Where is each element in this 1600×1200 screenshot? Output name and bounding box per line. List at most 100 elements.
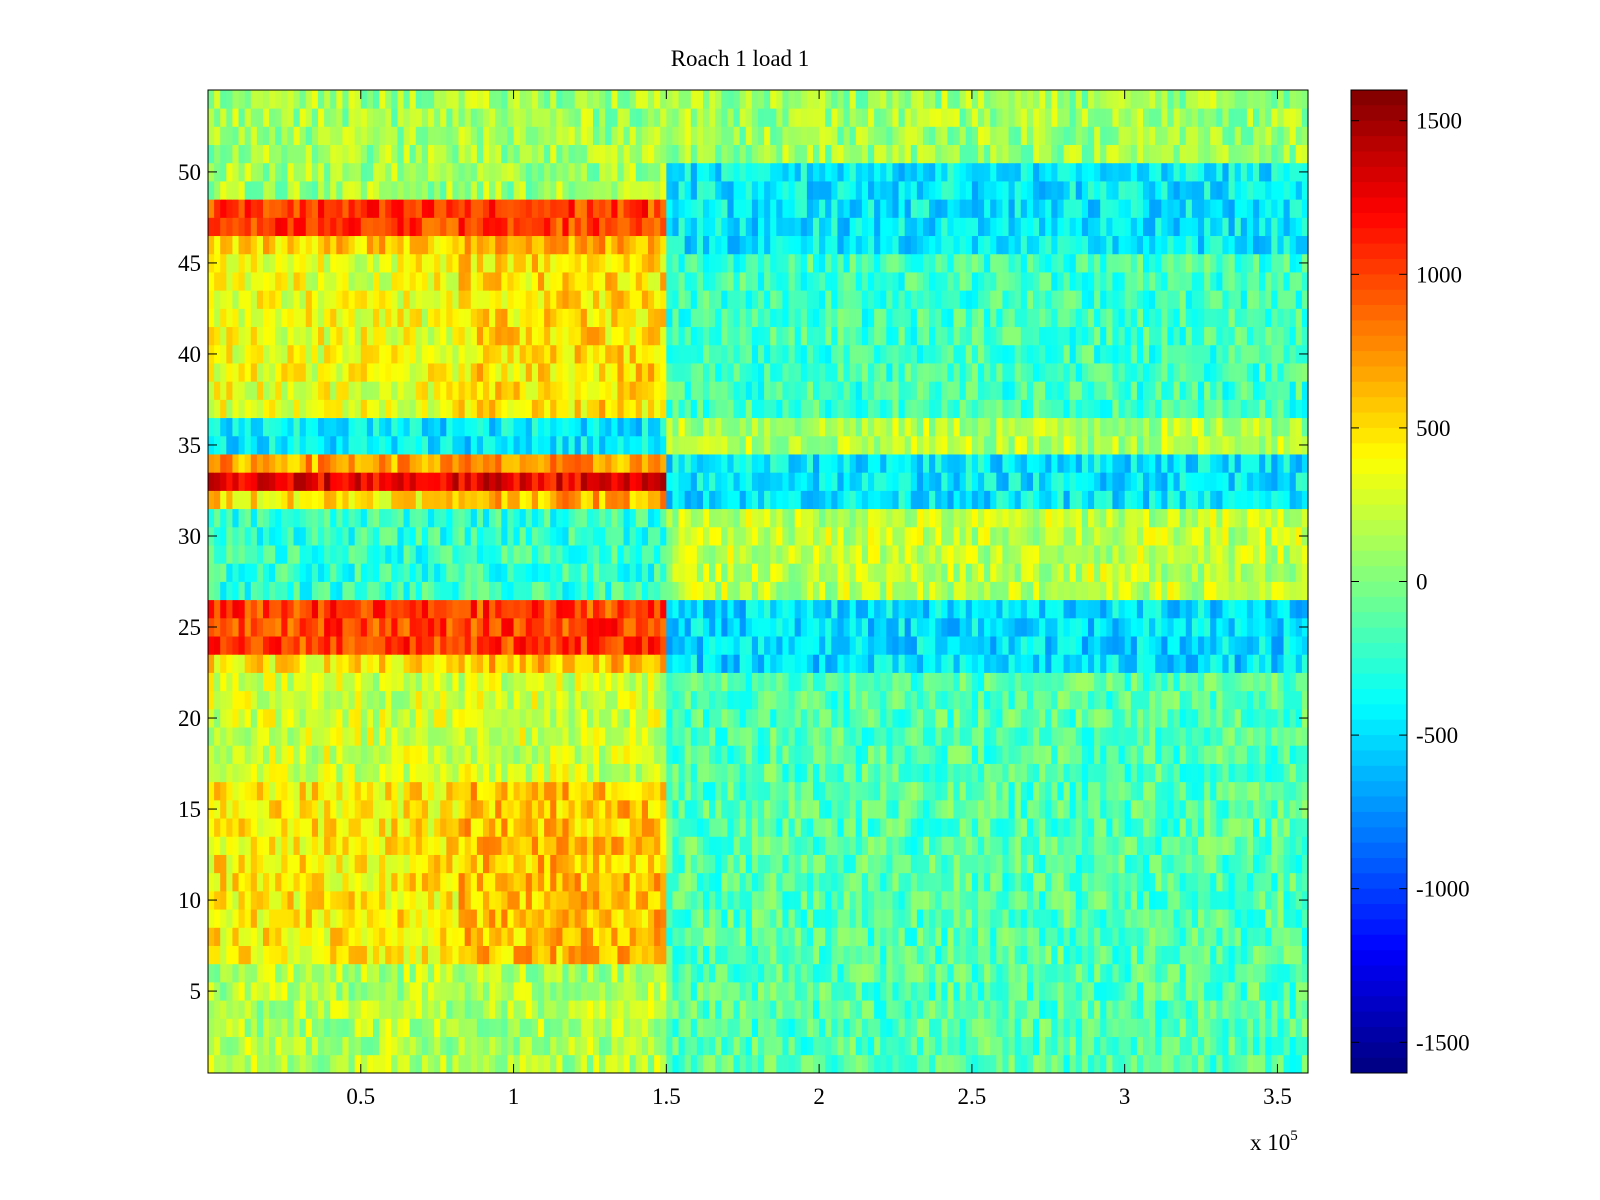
- heatmap-cell: [269, 599, 276, 619]
- heatmap-cell: [605, 1000, 612, 1019]
- heatmap-cell: [366, 927, 374, 946]
- heatmap-cell: [1283, 890, 1291, 910]
- heatmap-cell: [1234, 890, 1242, 910]
- heatmap-cell: [263, 708, 270, 728]
- heatmap-cell: [1198, 1036, 1205, 1056]
- heatmap-cell: [1240, 981, 1248, 1001]
- heatmap-cell: [623, 1018, 631, 1037]
- heatmap-cell: [232, 927, 240, 946]
- heatmap-cell: [721, 1000, 729, 1019]
- heatmap-cell: [843, 818, 851, 837]
- heatmap-cell: [1301, 599, 1309, 619]
- heatmap-cell: [446, 872, 454, 892]
- heatmap-cell: [1234, 1054, 1242, 1074]
- heatmap-cell: [703, 581, 710, 601]
- heatmap-cell: [874, 763, 881, 783]
- heatmap-cell: [483, 799, 490, 819]
- heatmap-cell: [709, 818, 716, 837]
- heatmap-cell: [1204, 854, 1211, 874]
- heatmap-cell: [1173, 1018, 1181, 1037]
- heatmap-cell: [782, 1054, 790, 1074]
- heatmap-cell: [1271, 636, 1279, 655]
- heatmap-cell: [819, 599, 826, 619]
- heatmap-cell: [452, 909, 460, 928]
- heatmap-cell: [446, 781, 454, 801]
- heatmap-cell: [959, 690, 967, 710]
- heatmap-cell: [837, 636, 845, 655]
- heatmap-cell: [794, 927, 802, 946]
- heatmap-cell: [531, 1054, 539, 1074]
- heatmap-cell: [1033, 1054, 1040, 1074]
- heatmap-cell: [489, 636, 496, 655]
- heatmap-cell: [629, 854, 637, 874]
- heatmap-cell: [1143, 927, 1150, 946]
- heatmap-cell: [959, 1018, 967, 1037]
- heatmap-cell: [440, 854, 447, 874]
- heatmap-cell: [256, 1054, 264, 1074]
- heatmap-cell: [800, 927, 808, 946]
- heatmap-cell: [1100, 672, 1107, 692]
- heatmap-cell: [1026, 708, 1034, 728]
- heatmap-cell: [855, 1036, 863, 1056]
- heatmap-cell: [892, 945, 900, 965]
- heatmap-cell: [886, 563, 894, 582]
- heatmap-cell: [892, 890, 900, 910]
- heatmap-cell: [1149, 1036, 1156, 1056]
- heatmap-cell: [1161, 1054, 1169, 1074]
- heatmap-cell: [648, 763, 655, 783]
- heatmap-cell: [843, 636, 851, 655]
- heatmap-cell: [513, 836, 521, 855]
- heatmap-cell: [513, 1000, 521, 1019]
- heatmap-cell: [1002, 963, 1010, 983]
- heatmap-cell: [1033, 781, 1040, 801]
- heatmap-cell: [366, 581, 374, 601]
- heatmap-cell: [959, 909, 967, 928]
- heatmap-cell: [1259, 708, 1266, 728]
- heatmap-cell: [1167, 1036, 1175, 1056]
- heatmap-cell: [458, 945, 466, 965]
- heatmap-cell: [330, 763, 337, 783]
- heatmap-cell: [531, 945, 539, 965]
- heatmap-cell: [953, 872, 961, 892]
- heatmap-cell: [684, 581, 692, 601]
- heatmap-cell: [874, 854, 881, 874]
- heatmap-cell: [1259, 963, 1266, 983]
- heatmap-cell: [923, 636, 930, 655]
- heatmap-cell: [531, 963, 539, 983]
- heatmap-cell: [281, 799, 289, 819]
- heatmap-cell: [495, 636, 502, 655]
- heatmap-cell: [250, 617, 258, 637]
- heatmap-cell: [550, 745, 557, 764]
- heatmap-cell: [586, 617, 594, 637]
- heatmap-cell: [208, 1000, 215, 1019]
- heatmap-cell: [965, 1036, 973, 1056]
- heatmap-cell: [1088, 836, 1095, 855]
- heatmap-cell: [684, 836, 692, 855]
- heatmap-cell: [232, 890, 240, 910]
- heatmap-cell: [470, 672, 478, 692]
- heatmap-cell: [916, 818, 924, 837]
- heatmap-cell: [1149, 1054, 1156, 1074]
- heatmap-cell: [715, 799, 722, 819]
- heatmap-cell: [483, 890, 490, 910]
- heatmap-cell: [1014, 563, 1022, 582]
- heatmap-cell: [1106, 1036, 1114, 1056]
- heatmap-cell: [684, 872, 692, 892]
- heatmap-cell: [959, 781, 967, 801]
- heatmap-cell: [1081, 727, 1089, 746]
- heatmap-cell: [892, 763, 900, 783]
- heatmap-cell: [764, 781, 771, 801]
- heatmap-cell: [1136, 599, 1144, 619]
- heatmap-cell: [678, 708, 686, 728]
- heatmap-cell: [739, 745, 747, 764]
- heatmap-cell: [305, 1036, 313, 1056]
- heatmap-cell: [764, 1018, 771, 1037]
- heatmap-cell: [1191, 599, 1199, 619]
- heatmap-cell: [788, 599, 796, 619]
- heatmap-cell: [745, 945, 753, 965]
- heatmap-cell: [672, 963, 680, 983]
- heatmap-cell: [874, 690, 881, 710]
- heatmap-cell: [385, 1000, 392, 1019]
- heatmap-cell: [232, 654, 240, 673]
- heatmap-cell: [770, 599, 777, 619]
